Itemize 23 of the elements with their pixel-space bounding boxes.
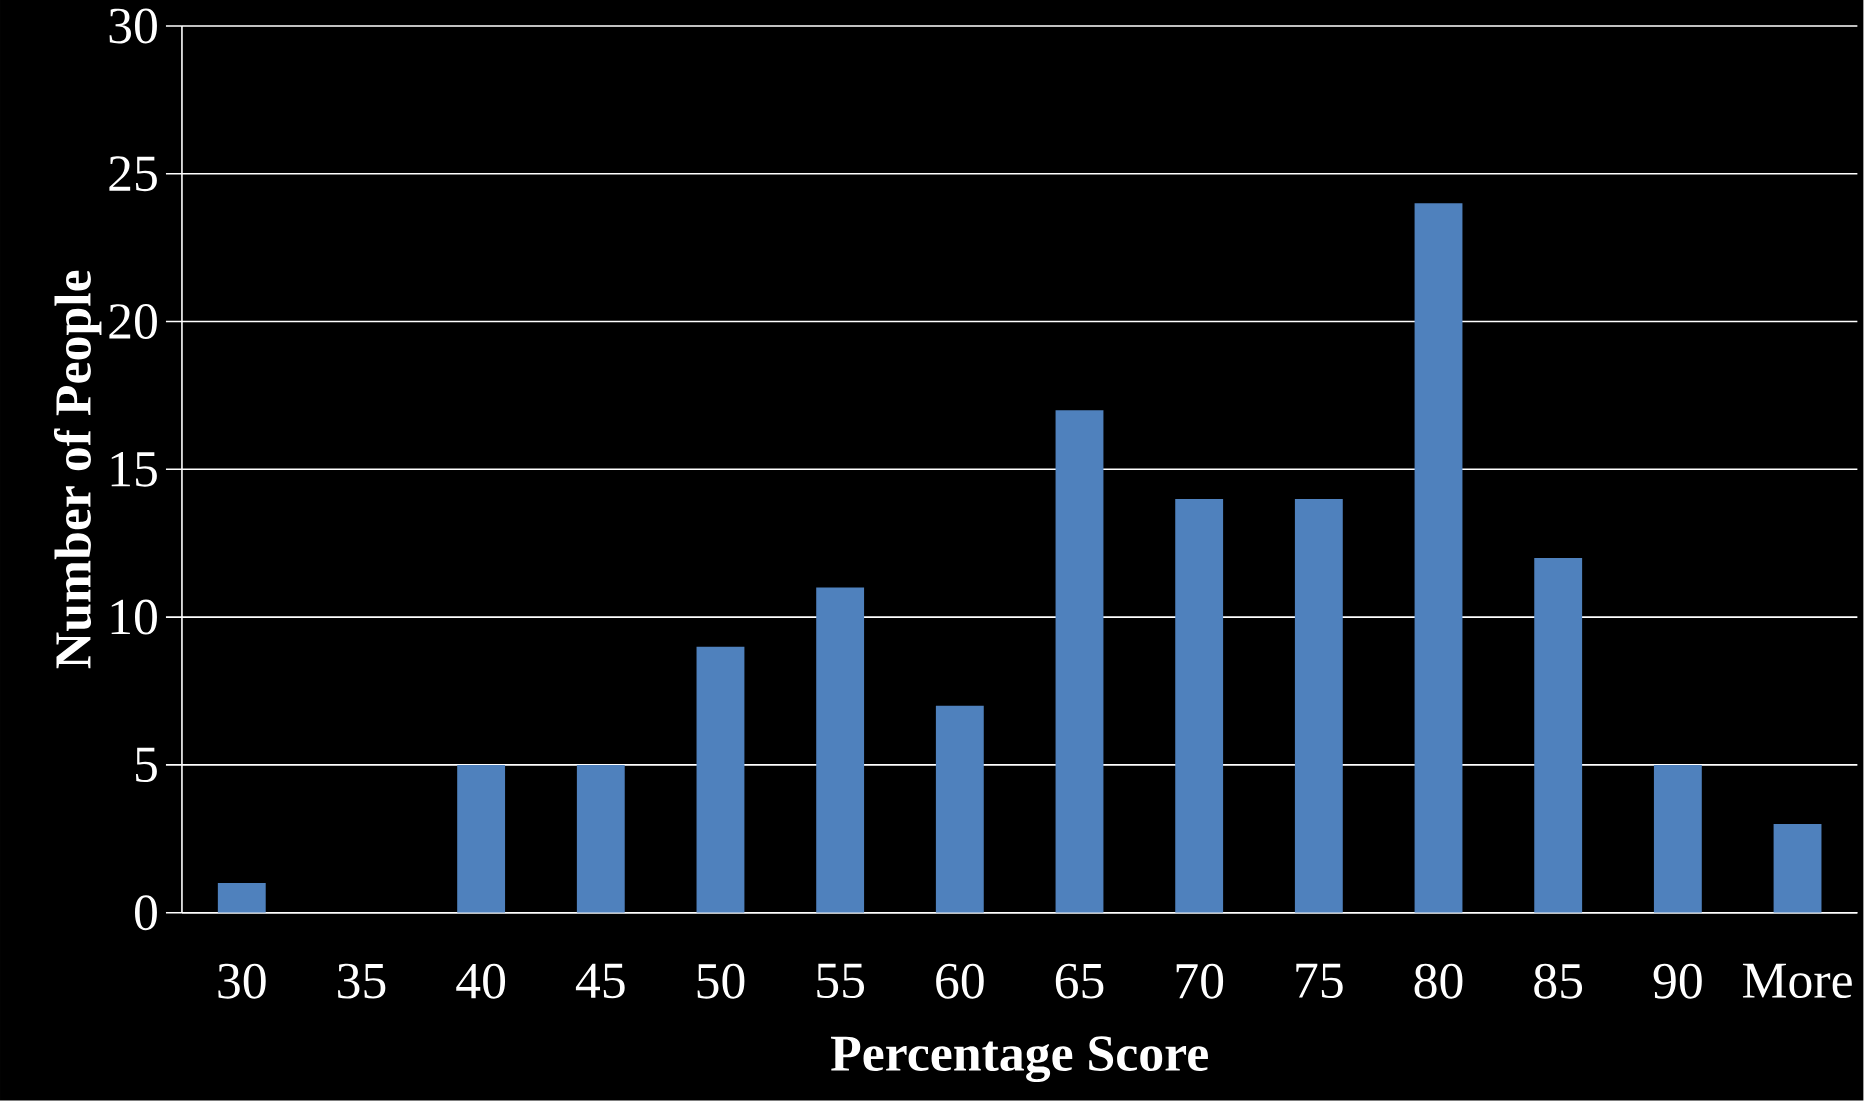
x-tick-label: 45 [575,963,625,999]
x-tick-label: 65 [1055,963,1104,999]
y-tick-label: 20 [109,304,157,340]
y-tick-label: 0 [134,895,157,931]
y-tick-label: 10 [111,599,157,635]
x-tick-label: 30 [218,963,266,999]
y-tick-label: 25 [109,156,157,192]
x-tick-label: 70 [1176,963,1224,999]
x-axis-title: Percentage Score [830,1036,1208,1083]
x-tick-label: More [1742,963,1852,999]
x-tick-label: 35 [338,963,386,999]
x-tick-label: 75 [1296,963,1343,999]
x-tick-label: 50 [697,963,745,999]
y-tick-label: 5 [136,747,157,783]
y-tick-label: 15 [111,452,157,487]
x-tick-label: 90 [1653,963,1702,999]
x-tick-label: 40 [456,963,506,999]
x-tick-label: 55 [817,963,865,999]
x-tick-label: 60 [936,963,984,999]
x-tick-label: 80 [1414,963,1463,999]
x-tick-label: 85 [1534,963,1583,999]
y-tick-label: 30 [109,8,157,44]
y-axis-title: Number of People [53,270,102,669]
